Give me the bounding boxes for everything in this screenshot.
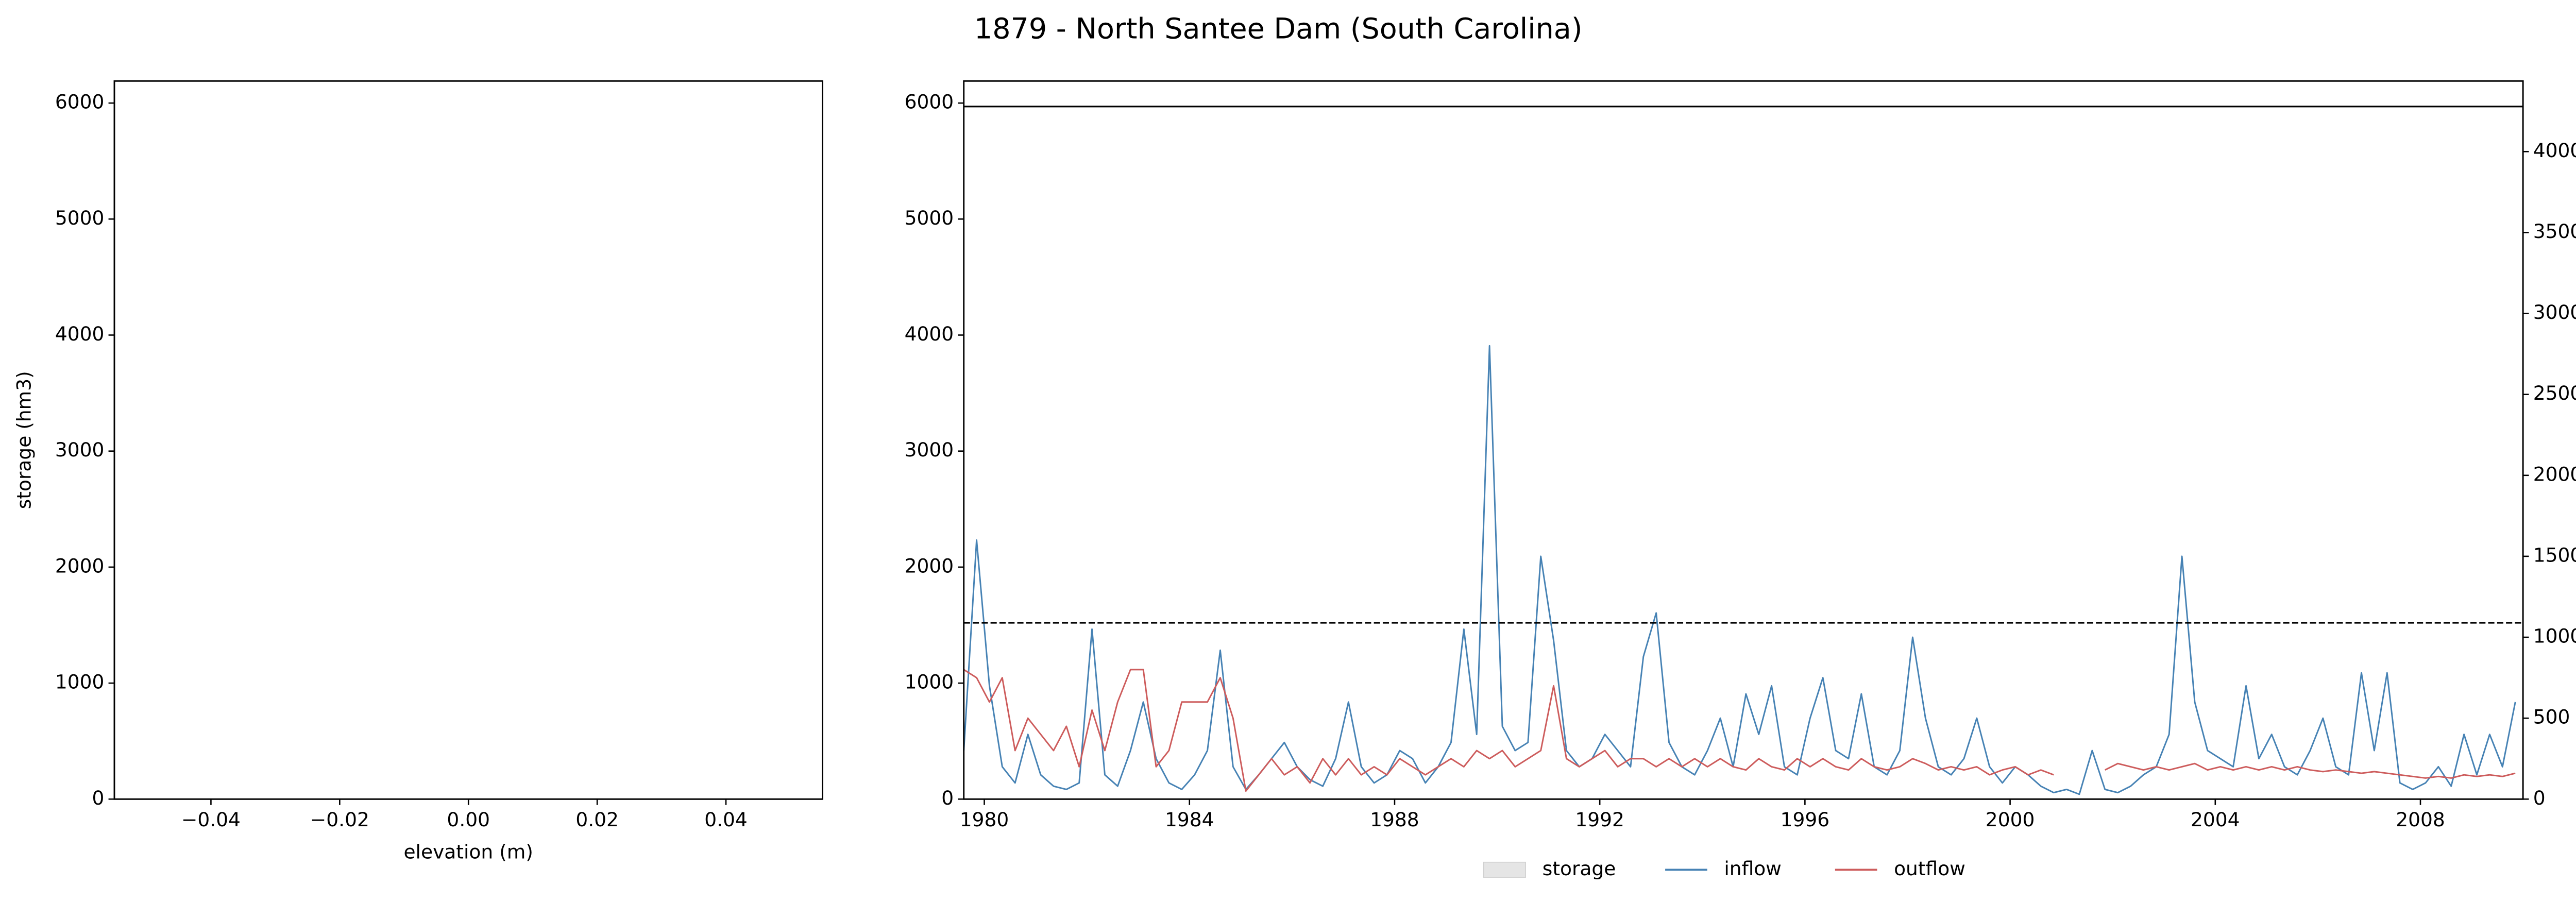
y-tick-label: 1000	[55, 671, 105, 693]
axes-frame	[963, 80, 2524, 800]
y2-tick-label: 0	[2533, 787, 2546, 809]
y2-tick-label: 500	[2533, 706, 2570, 728]
y2-tick-label: 4000	[2533, 139, 2576, 162]
x-tick-label: 0.04	[704, 808, 748, 831]
x-tick-label: 2000	[1986, 808, 2035, 831]
x-tick-label: 1992	[1575, 808, 1624, 831]
x-tick-label: 0.00	[447, 808, 490, 831]
x-tick-label: 2008	[2396, 808, 2445, 831]
y-tick-label: 4000	[905, 322, 954, 345]
figure-title: 1879 - North Santee Dam (South Carolina)	[974, 12, 1583, 45]
legend-label: outflow	[1894, 857, 1965, 880]
y-tick-label: 6000	[905, 91, 954, 113]
y-tick-label: 5000	[55, 207, 105, 229]
axes-frame	[113, 80, 823, 800]
legend-label: storage	[1543, 857, 1616, 880]
x-tick-label: 1984	[1165, 808, 1214, 831]
x-tick-label: 1988	[1370, 808, 1419, 831]
y2-tick-label: 2000	[2533, 463, 2576, 485]
legend-swatch	[1483, 861, 1526, 878]
y-tick-label: 6000	[55, 91, 105, 113]
x-tick-label: −0.02	[310, 808, 369, 831]
x-tick-label: −0.04	[181, 808, 241, 831]
y-tick-label: 3000	[905, 438, 954, 461]
y-tick-label: 3000	[55, 438, 105, 461]
y2-tick-label: 3500	[2533, 220, 2576, 243]
y-tick-label: 1000	[905, 671, 954, 693]
y-tick-label: 5000	[905, 207, 954, 229]
y2-tick-label: 2500	[2533, 382, 2576, 404]
y2-tick-label: 1500	[2533, 543, 2576, 566]
y-tick-label: 0	[941, 787, 954, 809]
y2-tick-label: 1000	[2533, 625, 2576, 648]
x-tick-label: 1996	[1781, 808, 1830, 831]
y-tick-label: 2000	[905, 554, 954, 577]
y-tick-label: 2000	[55, 554, 105, 577]
x-tick-label: 0.02	[575, 808, 619, 831]
x-tick-label: 2004	[2191, 808, 2240, 831]
x-axis-label: elevation (m)	[403, 840, 533, 863]
series-line	[963, 669, 2516, 792]
y-tick-label: 4000	[55, 322, 105, 345]
legend-label: inflow	[1724, 857, 1782, 880]
y-tick-label: 0	[92, 787, 105, 809]
y-axis-label: storage (hm3)	[12, 371, 35, 509]
y2-tick-label: 3000	[2533, 301, 2576, 324]
series-line	[963, 345, 2516, 795]
x-tick-label: 1980	[960, 808, 1009, 831]
